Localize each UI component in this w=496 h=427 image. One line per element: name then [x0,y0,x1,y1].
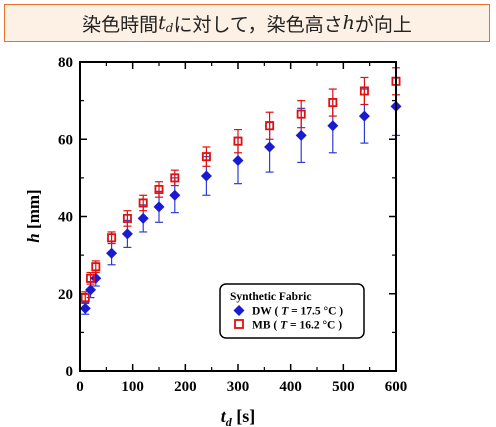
legend-label-dw: DW ( T = 17.5 °C ) [252,306,343,318]
data-point-dw [79,302,91,314]
data-point-mb [328,98,338,108]
banner-td-sub: d [165,20,174,35]
x-tick-label: 0 [76,379,84,395]
data-point-dw [169,189,181,201]
y-axis-label: h [mm] [24,189,43,242]
data-point-dw [85,284,97,296]
x-tick-label: 600 [385,379,408,395]
data-point-dw [137,212,149,224]
x-tick-label: 400 [279,379,302,395]
y-tick-label: 80 [58,55,73,71]
data-point-mb [154,184,164,194]
legend-title: Synthetic Fabric [230,291,311,303]
banner-td-main: t [158,11,166,34]
banner-td: td [158,12,173,35]
tick-layer: 0 100 200 300 400 500 600 0 20 40 60 80 [58,55,407,395]
error-bars [81,67,400,315]
x-axis-label: td [s] [221,406,256,427]
data-point-dw [295,129,307,141]
data-point-dw [232,154,244,166]
data-point-dw [106,247,118,259]
data-point-mb [122,213,132,223]
data-point-dw [358,110,370,122]
legend-marker-mb [234,319,244,329]
data-markers [79,76,402,314]
y-tick-label: 0 [66,364,74,380]
data-point-mb [233,136,243,146]
banner-text-1: 染色時間 [82,13,159,36]
data-point-dw [153,201,165,213]
data-point-mb [107,233,117,243]
legend-marker-dw [233,305,245,316]
x-tick-label: 500 [332,379,355,395]
legend: Synthetic Fabric DW ( T = 17.5 °C ) MB (… [219,283,365,339]
x-tick-label: 200 [174,379,197,395]
y-tick-label: 60 [58,132,73,148]
data-point-mb [359,86,369,96]
banner-h: h [342,12,355,34]
legend-label-mb: MB ( T = 16.2 °C ) [252,320,342,332]
data-point-mb [86,273,96,283]
y-tick-label: 40 [58,210,73,226]
banner-text-2: に対して，染色高さ [173,13,343,36]
x-tick-label: 300 [227,379,250,395]
data-point-mb [91,262,101,272]
banner-text-3: が向上 [354,13,412,36]
data-point-mb [138,198,148,208]
x-tick-label: 100 [121,379,144,395]
data-point-dw [264,141,276,153]
legend-box [219,283,365,339]
data-point-dw [200,170,212,182]
data-point-dw [121,228,133,240]
data-point-mb [296,109,306,119]
data-point-mb [80,293,90,303]
y-tick-label: 20 [58,287,73,303]
banner-title: 染色時間 td に対して，染色高さ h が向上 [4,4,490,42]
data-point-dw [327,120,339,132]
plot-frame [79,61,397,372]
data-point-mb [201,152,211,162]
data-point-mb [265,121,275,131]
data-point-mb [170,173,180,183]
